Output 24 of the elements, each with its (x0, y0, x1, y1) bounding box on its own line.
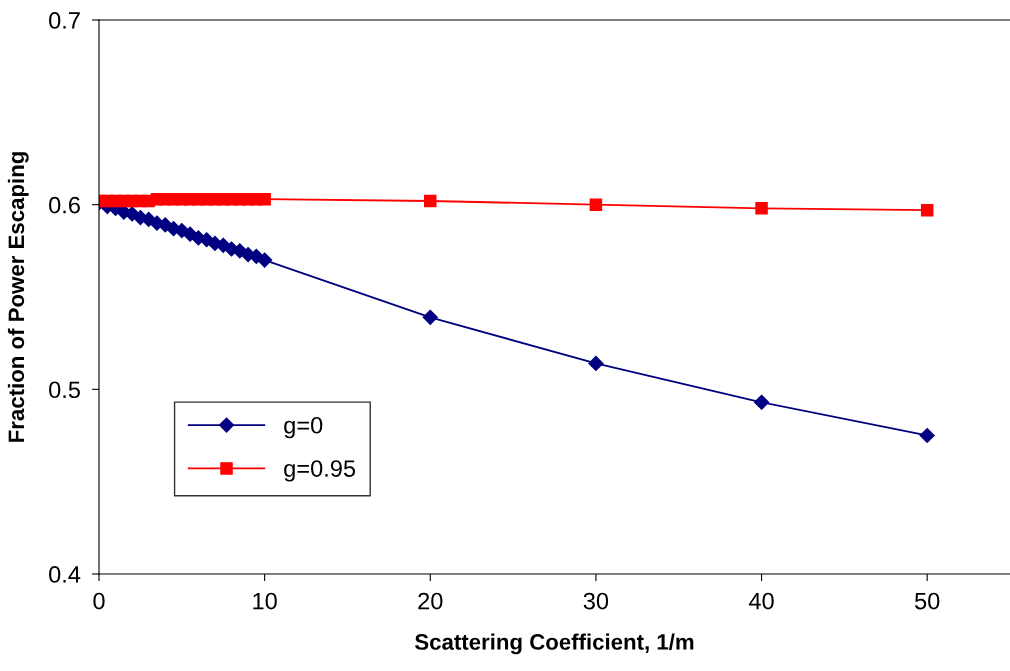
point (257, 252, 273, 268)
y-tick-label: 0.6 (49, 196, 80, 214)
x-tick-label: 50 (915, 592, 940, 610)
point (755, 202, 768, 215)
legend-label: g=0 (284, 416, 323, 439)
x-tick-label: 40 (748, 592, 774, 610)
y-tick-label: 0.7 (49, 12, 80, 29)
x-tick-label: 0 (93, 592, 105, 610)
point (753, 394, 770, 410)
x-axis-title: Scattering Coefficient, 1/m (414, 633, 694, 655)
legend-label: g=0.95 (284, 460, 356, 482)
point (258, 192, 271, 206)
point (424, 194, 437, 208)
point (588, 355, 604, 372)
x-tick-label: 30 (583, 592, 609, 610)
point (589, 198, 603, 211)
y-tick-label: 0.5 (49, 381, 80, 399)
x-tick-label: 20 (418, 592, 443, 610)
y-axis-title: Fraction of Power Escaping (7, 152, 29, 442)
point (919, 427, 935, 444)
point (422, 309, 438, 325)
y-tick-label: 0.4 (49, 566, 81, 583)
x-tick-label: 10 (253, 592, 277, 610)
point (920, 203, 934, 217)
